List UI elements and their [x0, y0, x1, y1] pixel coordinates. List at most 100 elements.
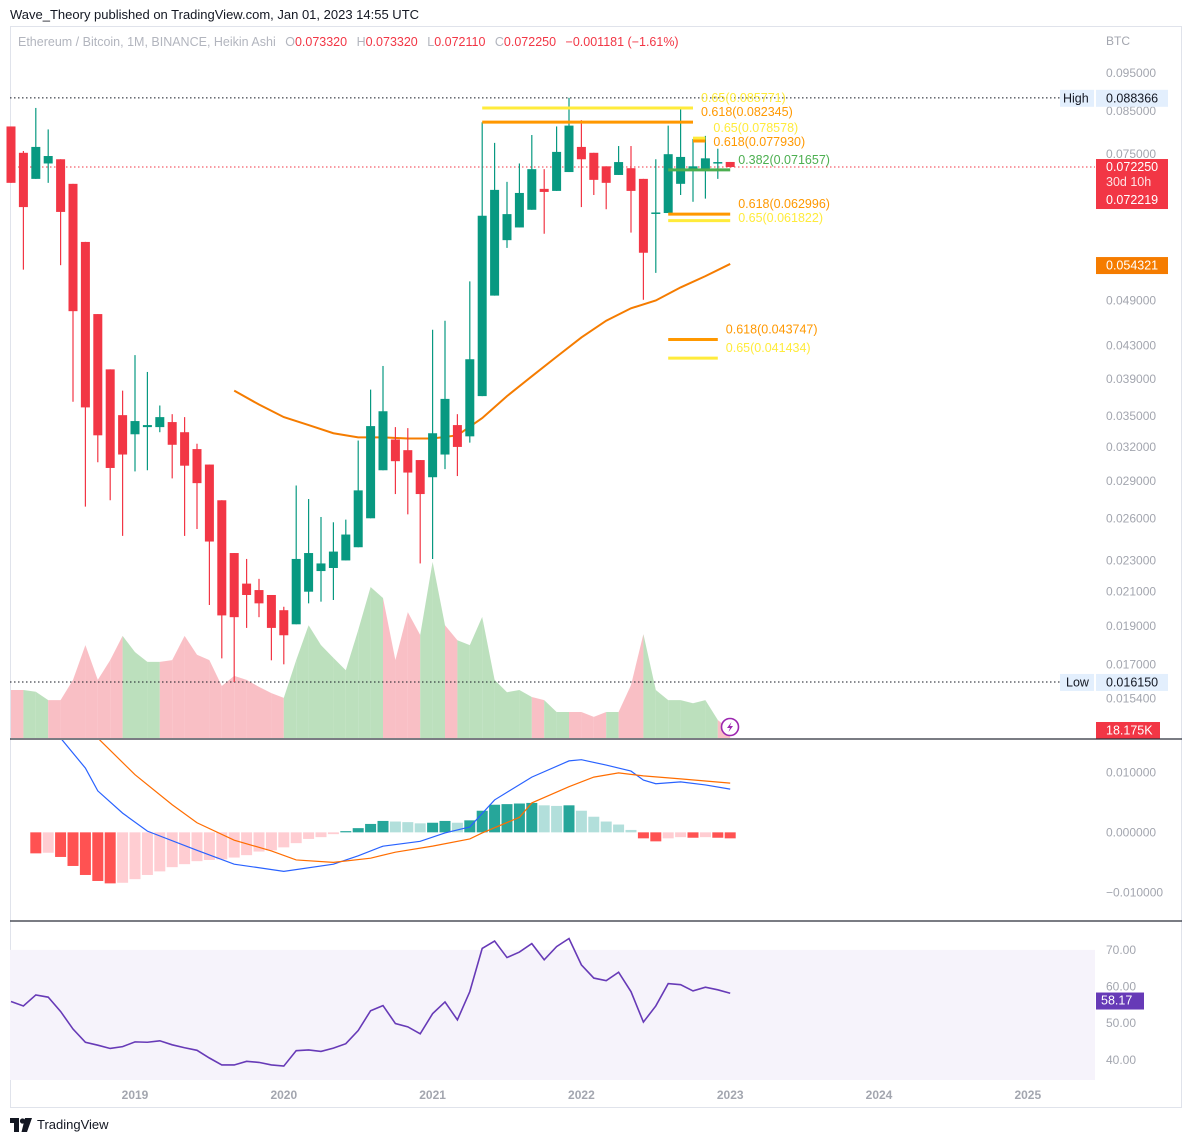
- candle-body: [638, 178, 648, 253]
- fib-level-label: 0.618(0.062996): [738, 197, 830, 211]
- symbol-legend[interactable]: Ethereum / Bitcoin, 1M, BINANCE, Heikin …: [18, 35, 679, 49]
- volume-segment: [395, 612, 408, 738]
- price-tick-label: 0.026000: [1106, 511, 1156, 525]
- year-tick-label: 2022: [568, 1088, 595, 1102]
- volume-segment: [110, 635, 123, 738]
- price-tick-label: 0.015400: [1106, 691, 1156, 705]
- lightning-icon[interactable]: [720, 717, 740, 737]
- macd-histogram-bar: [191, 832, 203, 862]
- macd-histogram-bar: [278, 832, 290, 848]
- macd-histogram-bar: [687, 832, 699, 838]
- rsi-line: [10, 937, 731, 1067]
- candle-body: [428, 433, 438, 478]
- macd-histogram-bar: [352, 828, 364, 833]
- candle-body: [341, 534, 351, 561]
- open-key: O: [285, 35, 295, 49]
- macd-histogram-bar: [203, 832, 215, 860]
- candle: [626, 146, 636, 233]
- candle: [403, 428, 413, 515]
- candle-body: [415, 460, 425, 495]
- candle-body: [291, 558, 301, 625]
- candle-body: [601, 166, 611, 183]
- macd-histogram-bar: [228, 832, 240, 858]
- macd-pane: 0.010000 0.000000 −0.010000: [30, 740, 1163, 899]
- volume-segment: [345, 630, 359, 738]
- candle-body: [155, 417, 165, 428]
- candle-body: [18, 152, 28, 208]
- candle-body: [180, 432, 190, 466]
- fib-level-label: 0.65(0.085771): [701, 91, 786, 105]
- high-tag-value-box: [1096, 89, 1168, 107]
- rsi-value-box: [1096, 992, 1144, 1010]
- fib-level-label: 0.618(0.043747): [726, 322, 818, 336]
- macd-histogram-bar: [637, 832, 649, 839]
- price-tick-label: 0.049000: [1106, 293, 1156, 307]
- volume-segment: [643, 634, 656, 738]
- price-tick-label: 0.035000: [1106, 409, 1156, 423]
- candle-body: [490, 189, 500, 296]
- macd-histogram-bar: [327, 832, 339, 835]
- candle: [514, 163, 524, 228]
- candle-body: [353, 490, 363, 548]
- candle-body: [378, 411, 388, 471]
- volume-segment: [482, 616, 495, 738]
- volume-segment: [60, 679, 73, 738]
- macd-histogram-bar: [675, 832, 687, 838]
- candle: [490, 142, 500, 296]
- volume-segment: [593, 712, 607, 738]
- high-tag-label: High: [1063, 91, 1089, 105]
- volume-segment: [383, 597, 396, 738]
- macd-histogram-bar: [724, 832, 736, 839]
- year-tick-label: 2025: [1014, 1088, 1041, 1102]
- candle-body: [614, 162, 624, 175]
- macd-histogram-bar: [290, 832, 302, 844]
- macd-histogram-bar: [662, 832, 674, 839]
- candle-body: [564, 125, 574, 173]
- candle-body: [80, 241, 90, 408]
- last-price-second: 0.072219: [1106, 193, 1158, 207]
- volume-segment: [618, 685, 631, 738]
- price-tick-label: 0.019000: [1106, 619, 1156, 633]
- tradingview-logo-icon: [10, 1117, 32, 1132]
- candle-body: [279, 610, 289, 636]
- macd-histogram-bar: [340, 831, 352, 833]
- volume-segment: [519, 690, 532, 738]
- candle-body: [527, 169, 537, 210]
- volume-segment: [705, 700, 718, 738]
- volume-segment: [606, 712, 619, 738]
- high-tag-value: 0.088366: [1106, 91, 1158, 105]
- candle: [18, 150, 28, 270]
- volume-segment: [159, 660, 173, 738]
- candle-body: [725, 161, 735, 168]
- symbol-title: Ethereum / Bitcoin, 1M, BINANCE, Heikin …: [18, 35, 276, 49]
- macd-line: [61, 740, 731, 872]
- last-price-value: 0.072250: [1106, 160, 1158, 174]
- price-tick-label: 0.085000: [1106, 104, 1156, 118]
- moving-average-line: [233, 263, 731, 440]
- volume-segment: [97, 660, 111, 738]
- candle-body: [167, 422, 177, 445]
- volume-segment: [147, 661, 160, 738]
- fibonacci-layer: 0.65(0.085771)0.618(0.082345) 0.65(0.0785…: [482, 91, 830, 360]
- volume-segment: [11, 690, 24, 738]
- macd-histogram-bar: [551, 805, 563, 833]
- candle: [68, 183, 78, 402]
- year-tick-label: 2021: [419, 1088, 446, 1102]
- candle-body: [552, 151, 562, 191]
- candle-body: [452, 425, 462, 447]
- candle: [142, 371, 152, 471]
- candle-body: [130, 421, 140, 435]
- candle: [180, 417, 190, 536]
- candles-layer: [6, 97, 735, 682]
- macd-histogram-bar: [451, 822, 463, 833]
- candle: [366, 389, 376, 519]
- price-tick-label: 0.021000: [1106, 585, 1156, 599]
- ma-value-tag-box: [1096, 257, 1168, 275]
- volume-layer: [11, 561, 731, 738]
- macd-tick-label: −0.010000: [1106, 885, 1163, 899]
- macd-histogram-bar: [265, 832, 277, 851]
- candle-body: [192, 449, 202, 484]
- tradingview-logo[interactable]: TradingView: [10, 1117, 109, 1132]
- candle: [266, 594, 276, 661]
